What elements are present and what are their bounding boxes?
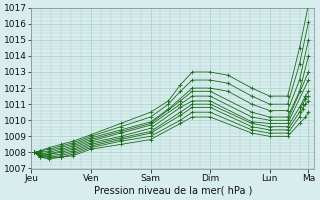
X-axis label: Pression niveau de la mer( hPa ): Pression niveau de la mer( hPa ) [94, 186, 252, 196]
